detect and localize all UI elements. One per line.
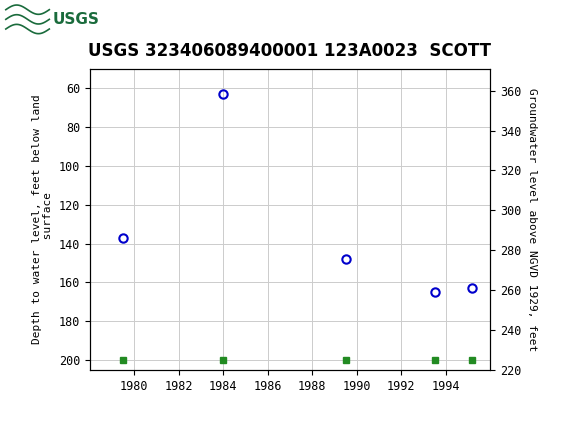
Text: USGS 323406089400001 123A0023  SCOTT: USGS 323406089400001 123A0023 SCOTT (89, 42, 491, 60)
Text: USGS: USGS (52, 12, 99, 27)
Legend: Period of approved data: Period of approved data (184, 426, 396, 430)
Y-axis label: Depth to water level, feet below land
 surface: Depth to water level, feet below land su… (32, 95, 53, 344)
Y-axis label: Groundwater level above NGVD 1929, feet: Groundwater level above NGVD 1929, feet (527, 88, 536, 351)
